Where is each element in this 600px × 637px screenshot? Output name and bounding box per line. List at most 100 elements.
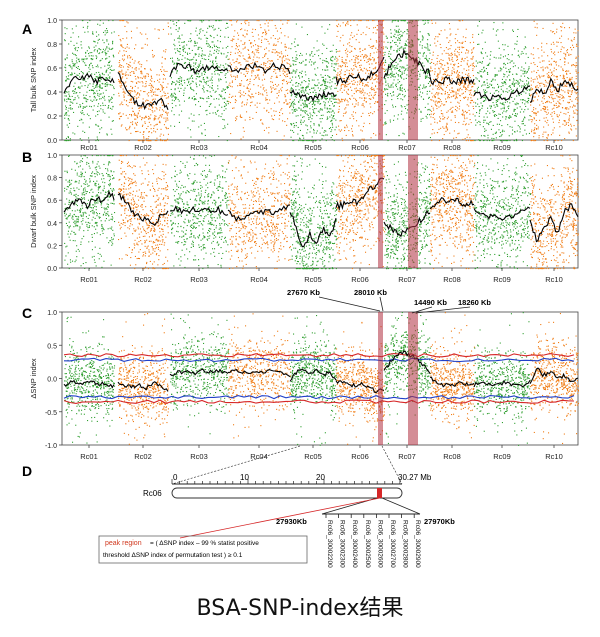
snp-point (330, 137, 332, 139)
snp-point (100, 76, 102, 78)
snp-point (211, 79, 213, 81)
snp-point (494, 106, 496, 108)
snp-point (213, 52, 215, 54)
snp-point (346, 99, 348, 101)
snp-point (256, 106, 258, 108)
snp-point (455, 94, 457, 96)
snp-point (552, 118, 554, 120)
snp-point (457, 101, 459, 103)
snp-point (188, 78, 190, 80)
y-tick-label: 0.6 (47, 66, 57, 73)
snp-point (88, 126, 90, 128)
snp-point (315, 93, 317, 95)
snp-point (75, 60, 77, 62)
snp-point (490, 107, 492, 109)
snp-point (329, 82, 331, 84)
snp-point (276, 92, 278, 94)
snp-point (468, 73, 470, 75)
snp-point (267, 61, 269, 63)
snp-point (472, 75, 474, 77)
snp-point (375, 47, 377, 49)
snp-point (276, 51, 278, 53)
snp-point (240, 83, 242, 85)
snp-point (121, 69, 123, 71)
snp-point (431, 133, 433, 135)
snp-point (376, 25, 378, 27)
snp-point (64, 66, 66, 68)
snp-point (320, 121, 322, 123)
snp-point (64, 39, 66, 41)
snp-point (363, 138, 365, 140)
snp-point (165, 126, 167, 128)
snp-point (358, 90, 360, 92)
snp-point (347, 23, 349, 25)
snp-point (314, 84, 316, 86)
snp-point (314, 89, 316, 91)
snp-point (270, 91, 272, 93)
snp-point (166, 113, 168, 115)
snp-point (453, 64, 455, 66)
snp-point (140, 66, 142, 68)
snp-point (285, 46, 287, 48)
snp-point (66, 98, 68, 100)
snp-point (218, 20, 220, 22)
snp-point (240, 29, 242, 31)
snp-point (223, 101, 225, 103)
snp-point (340, 72, 342, 74)
snp-point (467, 97, 469, 99)
snp-point (261, 39, 263, 41)
snp-point (306, 132, 308, 134)
snp-point (131, 58, 133, 60)
snp-point (442, 89, 444, 91)
snp-point (248, 22, 250, 24)
snp-point (406, 33, 408, 35)
snp-point (489, 62, 491, 64)
snp-point (429, 44, 431, 46)
snp-point (176, 70, 178, 72)
snp-point (503, 130, 505, 132)
snp-point (177, 37, 179, 39)
snp-point (202, 30, 204, 32)
snp-point (98, 110, 100, 112)
snp-point (132, 124, 134, 126)
snp-point (305, 64, 307, 66)
snp-point (87, 99, 89, 101)
snp-point (323, 96, 325, 98)
snp-point (291, 101, 293, 103)
snp-point (94, 73, 96, 75)
snp-point (331, 81, 333, 83)
snp-point (373, 94, 375, 96)
snp-point (86, 58, 88, 60)
snp-point (333, 63, 335, 65)
snp-point (373, 79, 375, 81)
snp-point (349, 97, 351, 99)
snp-point (132, 102, 134, 104)
snp-point (492, 87, 494, 89)
snp-point (256, 49, 258, 51)
snp-point (308, 61, 310, 63)
snp-point (305, 59, 307, 61)
snp-point (444, 29, 446, 31)
snp-point (420, 111, 422, 113)
snp-point (249, 96, 251, 98)
snp-point (572, 44, 574, 46)
snp-point (320, 88, 322, 90)
snp-point (500, 108, 502, 110)
snp-point (560, 89, 562, 91)
snp-point (326, 85, 328, 87)
snp-point (150, 140, 152, 142)
snp-point (447, 74, 449, 76)
snp-point (461, 51, 463, 53)
snp-point (206, 101, 208, 103)
snp-point (514, 65, 516, 67)
snp-point (444, 64, 446, 66)
snp-point (448, 54, 450, 56)
snp-point (238, 55, 240, 57)
snp-point (95, 31, 97, 33)
snp-point (493, 87, 495, 89)
snp-point (347, 43, 349, 45)
snp-point (455, 97, 457, 99)
snp-point (500, 140, 502, 142)
snp-point (397, 67, 399, 69)
snp-point (310, 114, 312, 116)
